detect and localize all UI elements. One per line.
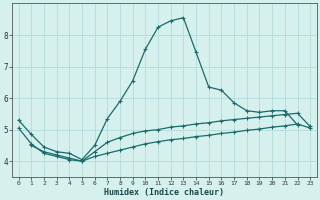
X-axis label: Humidex (Indice chaleur): Humidex (Indice chaleur): [104, 188, 224, 197]
